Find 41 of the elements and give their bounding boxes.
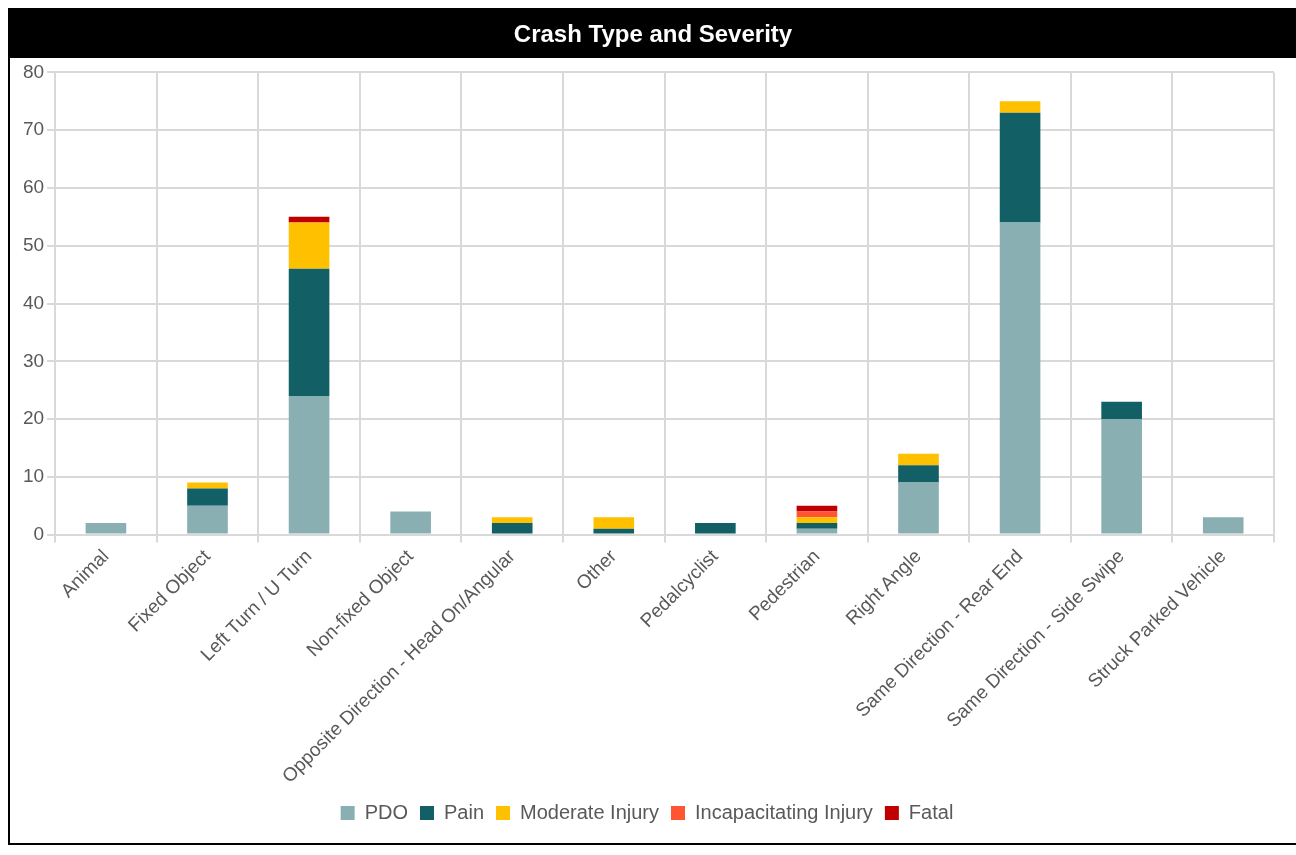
bar: [796, 523, 838, 529]
chart-title: Crash Type and Severity: [10, 10, 1296, 58]
bar: [288, 268, 330, 396]
y-tick-label: 30: [22, 349, 45, 371]
bar: [593, 528, 635, 534]
bar: [288, 395, 330, 534]
y-tick-label: 50: [22, 233, 45, 255]
bar: [288, 216, 330, 223]
bar: [85, 523, 127, 534]
bar: [390, 511, 431, 534]
bar: [1101, 401, 1142, 420]
y-tick-label: 40: [22, 291, 45, 313]
bar: [695, 523, 736, 534]
bar: [796, 517, 838, 524]
bar: [898, 453, 939, 466]
y-tick-label: 80: [22, 60, 45, 82]
bar: [796, 528, 838, 534]
bar: [796, 511, 838, 518]
bar: [187, 488, 228, 506]
legend-label: Pain: [444, 800, 485, 823]
bar: [999, 101, 1041, 113]
legend-label: PDO: [364, 800, 409, 823]
bar: [999, 222, 1041, 534]
bar: [491, 517, 533, 524]
y-tick-label: 10: [22, 465, 45, 487]
bar: [999, 112, 1041, 223]
y-tick-label: 20: [22, 407, 45, 429]
bar: [288, 222, 330, 269]
legend-label: Fatal: [908, 800, 954, 823]
bar: [593, 517, 635, 529]
y-tick-label: 0: [33, 522, 45, 544]
bar: [491, 523, 533, 534]
bar: [1202, 517, 1244, 534]
bar: [898, 482, 939, 534]
legend-label: Incapacitating Injury: [694, 800, 873, 823]
legend-label: Moderate Injury: [520, 800, 659, 823]
bar: [1101, 419, 1142, 534]
y-tick-label: 60: [22, 176, 45, 198]
y-tick-label: 70: [22, 118, 45, 140]
bar: [898, 465, 939, 483]
bar: [187, 505, 228, 534]
